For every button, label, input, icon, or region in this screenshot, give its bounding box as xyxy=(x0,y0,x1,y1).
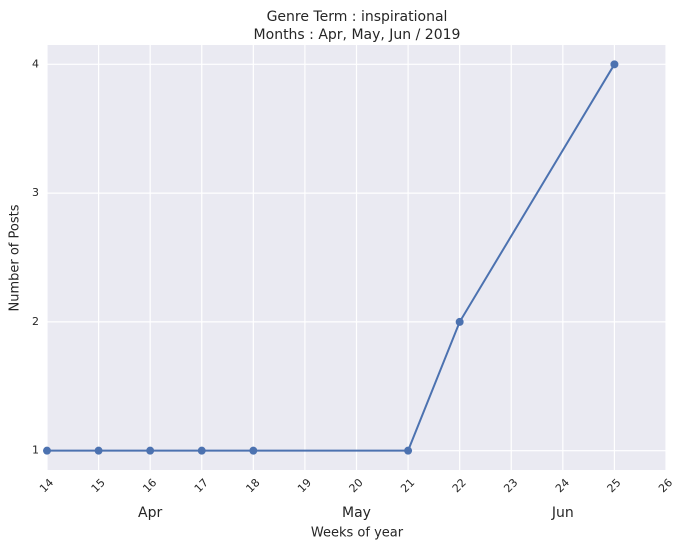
x-tick-label: 19 xyxy=(295,476,314,495)
point xyxy=(94,446,103,455)
x-tick-label: 23 xyxy=(501,476,520,495)
point xyxy=(249,446,258,455)
x-tick-label: 20 xyxy=(347,476,366,495)
month-label: Apr xyxy=(138,505,162,521)
y-tick-label: 1 xyxy=(32,444,39,457)
chart-subtitle: Months : Apr, May, Jun / 2019 xyxy=(254,27,461,43)
x-tick-label: 17 xyxy=(192,476,211,495)
x-tick-label: 25 xyxy=(605,476,624,495)
point xyxy=(455,317,464,326)
month-label: May xyxy=(342,505,371,521)
y-tick-label: 3 xyxy=(32,186,39,199)
x-tick-label: 14 xyxy=(37,476,56,495)
point xyxy=(146,446,155,455)
point xyxy=(197,446,206,455)
x-axis-label: Weeks of year xyxy=(311,526,404,541)
month-label: Jun xyxy=(551,505,574,521)
x-tick-label: 18 xyxy=(243,476,262,495)
x-tick-label: 22 xyxy=(450,476,469,495)
y-tick-label: 4 xyxy=(32,57,39,70)
point xyxy=(43,446,51,455)
x-tick-label: 26 xyxy=(656,476,675,495)
point xyxy=(404,446,413,455)
x-tick-label: 16 xyxy=(140,476,159,495)
x-tick-label: 24 xyxy=(553,476,572,495)
x-tick-label: 15 xyxy=(89,476,108,495)
x-tick-label: 21 xyxy=(398,476,417,495)
line xyxy=(47,63,616,452)
y-tick-label: 2 xyxy=(32,315,39,328)
y-axis-label: Number of Posts xyxy=(8,204,23,311)
chart-title: Genre Term : inspirational xyxy=(267,9,448,25)
point xyxy=(610,60,619,69)
